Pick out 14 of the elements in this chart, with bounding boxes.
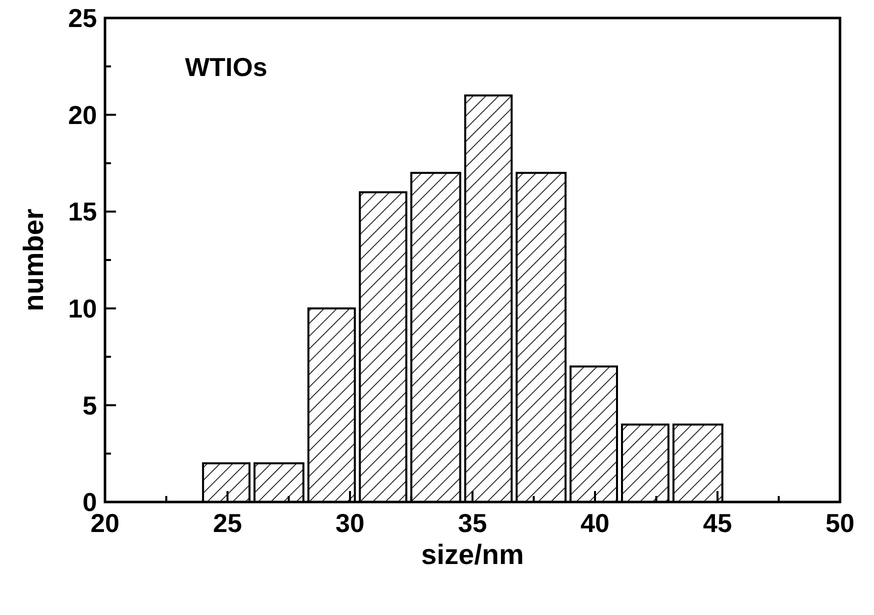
x-tick-label: 50 <box>826 508 854 538</box>
x-tick-label: 25 <box>213 508 242 538</box>
x-axis-title: size/nm <box>421 539 524 570</box>
y-tick-label: 5 <box>82 390 97 420</box>
y-tick-label: 25 <box>68 3 97 34</box>
annotation: WTIOs <box>185 52 268 82</box>
x-tick-label: 45 <box>703 508 732 538</box>
y-axis-title: number <box>18 208 49 312</box>
y-tick-label: 10 <box>68 294 97 324</box>
x-tick-label: 40 <box>580 508 610 538</box>
x-tick-label: 35 <box>458 508 487 538</box>
y-tick-label: 15 <box>68 196 97 227</box>
x-tick-label: 30 <box>336 508 364 538</box>
y-tick-label: 20 <box>68 100 97 130</box>
